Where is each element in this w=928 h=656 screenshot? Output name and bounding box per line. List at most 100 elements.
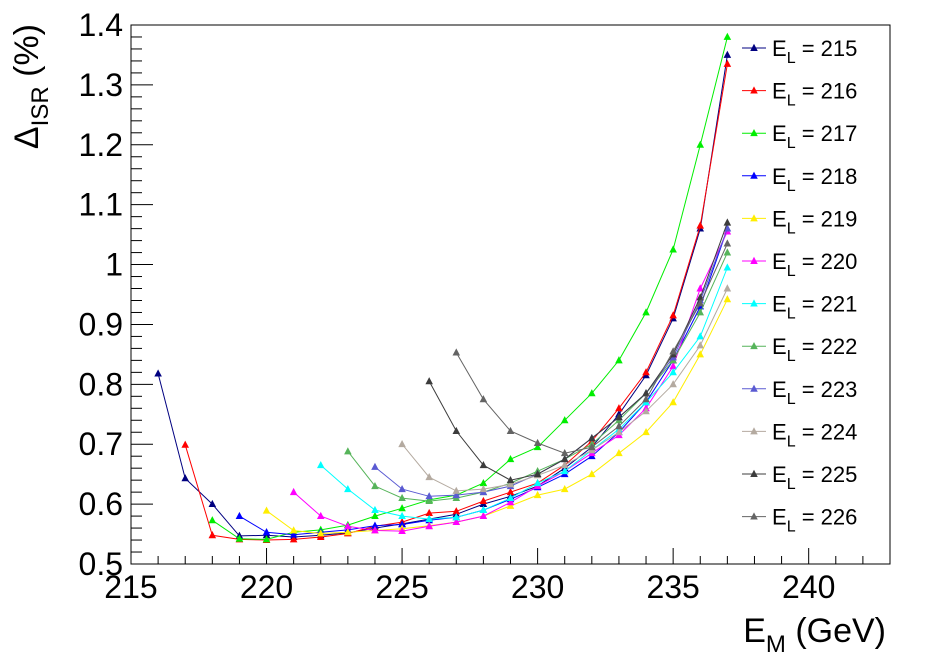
legend-marker xyxy=(750,214,758,222)
legend-label-sub: L xyxy=(787,306,796,323)
data-point xyxy=(723,295,732,303)
data-point xyxy=(506,493,515,502)
data-point xyxy=(398,526,406,535)
data-point xyxy=(208,516,217,524)
legend-entry: EL = 221 xyxy=(742,292,857,323)
data-point xyxy=(262,535,271,543)
x-axis-title: EM (GeV) xyxy=(743,612,886,656)
data-point xyxy=(506,480,515,488)
legend-label-main: E xyxy=(772,377,787,402)
data-point xyxy=(669,311,677,319)
legend-label-rest: = 220 xyxy=(796,249,858,274)
legend-label: EL = 218 xyxy=(772,164,857,195)
data-point xyxy=(533,438,542,446)
legend-label-rest: = 215 xyxy=(796,36,858,61)
data-point xyxy=(642,395,650,403)
data-point xyxy=(560,449,569,457)
data-point xyxy=(316,529,325,537)
x-axis-title-sub: M xyxy=(766,631,786,656)
legend-entry: EL = 223 xyxy=(742,377,857,408)
data-point xyxy=(669,347,677,355)
data-point xyxy=(506,501,515,509)
data-point xyxy=(723,284,732,292)
data-point xyxy=(669,398,677,406)
data-point xyxy=(669,380,677,388)
data-point xyxy=(235,511,244,520)
series-12 xyxy=(452,239,732,457)
data-point xyxy=(642,368,650,376)
data-point xyxy=(262,506,271,514)
legend-label-sub: L xyxy=(787,519,796,536)
y-tick-label: 0.7 xyxy=(79,426,123,462)
series-9 xyxy=(371,224,732,500)
data-point xyxy=(669,245,677,253)
data-point xyxy=(425,508,433,517)
data-point xyxy=(696,341,705,349)
series-line xyxy=(266,299,728,535)
data-point xyxy=(723,224,732,232)
data-point xyxy=(723,50,732,58)
legend-label-sub: L xyxy=(787,178,796,195)
data-point xyxy=(506,498,515,506)
legend-marker xyxy=(750,469,758,477)
series-line xyxy=(184,63,728,541)
y-tick-label: 1.1 xyxy=(79,187,123,223)
series-8 xyxy=(344,248,732,505)
legend-marker xyxy=(750,384,758,392)
data-point xyxy=(479,460,488,469)
legend-label-main: E xyxy=(772,462,787,487)
legend-label: EL = 216 xyxy=(772,79,857,110)
legend-label: EL = 221 xyxy=(772,292,857,323)
series-line xyxy=(212,36,728,540)
legend-label-rest: = 219 xyxy=(796,206,858,231)
legend-label-sub: L xyxy=(787,93,796,110)
data-point xyxy=(642,389,650,397)
data-point xyxy=(452,486,461,494)
legend-label-rest: = 225 xyxy=(796,462,858,487)
data-point xyxy=(642,308,650,316)
data-point xyxy=(398,493,406,502)
y-axis-title-sub: ISR xyxy=(27,86,54,126)
legend-marker xyxy=(750,256,758,264)
data-point xyxy=(398,520,406,528)
legend-label-rest: = 221 xyxy=(796,292,858,317)
data-point xyxy=(615,413,623,421)
tick-labels: 215 220 225 230 235 240 0.5 0.6 0.7 0.8 0.9 1 1.1 1.2… xyxy=(79,7,836,605)
data-point xyxy=(479,478,488,487)
data-point xyxy=(696,308,705,316)
x-tick-label: 240 xyxy=(782,569,835,605)
y-axis-title-main: Δ xyxy=(8,126,46,149)
data-point xyxy=(452,426,461,434)
y-axis-title-unit: (%) xyxy=(8,24,46,86)
data-point xyxy=(371,511,379,520)
data-point xyxy=(533,478,542,487)
data-point xyxy=(398,504,406,512)
legend-label-rest: = 224 xyxy=(796,419,858,444)
data-point xyxy=(723,59,732,67)
series-2 xyxy=(181,59,732,543)
data-point xyxy=(344,484,352,493)
data-point xyxy=(425,472,433,481)
data-point xyxy=(479,395,488,403)
data-point xyxy=(235,534,244,542)
legend-label-sub: L xyxy=(787,135,796,152)
y-tick-label: 1.4 xyxy=(79,7,123,43)
x-axis-title-unit: (GeV) xyxy=(786,612,886,650)
legend-label: EL = 215 xyxy=(772,36,857,67)
legend-label-sub: L xyxy=(787,391,796,408)
legend-label: EL = 225 xyxy=(772,462,857,493)
legend-label-rest: = 218 xyxy=(796,164,858,189)
data-point xyxy=(560,454,569,463)
data-point xyxy=(316,460,325,469)
data-point xyxy=(615,422,623,430)
legend-entry: EL = 219 xyxy=(742,206,857,237)
data-point xyxy=(181,474,189,482)
series-3 xyxy=(208,32,732,543)
y-tick-label: 1.2 xyxy=(79,127,123,163)
series-layer xyxy=(154,32,732,543)
data-point xyxy=(615,404,623,412)
data-point xyxy=(506,487,515,496)
legend-entry: EL = 220 xyxy=(742,249,857,280)
legend-label-rest: = 216 xyxy=(796,79,858,104)
data-point xyxy=(696,332,705,340)
